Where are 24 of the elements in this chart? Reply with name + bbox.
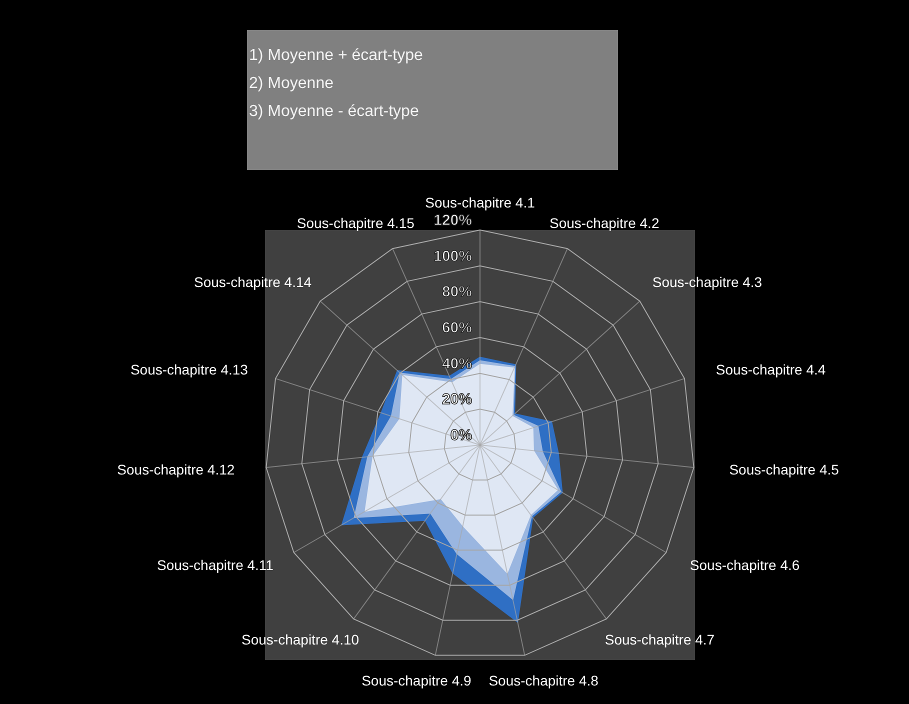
spoke-label: Sous-chapitre 4.14 bbox=[194, 274, 312, 290]
spoke-label: Sous-chapitre 4.10 bbox=[242, 632, 360, 648]
y-tick-label: 100% bbox=[434, 248, 472, 265]
y-tick-label: 80% bbox=[442, 284, 472, 301]
spoke-label: Sous-chapitre 4.6 bbox=[690, 556, 800, 573]
y-tick-label: 60% bbox=[442, 320, 472, 336]
spoke-label: Sous-chapitre 4.1 bbox=[425, 194, 536, 210]
text: 2) Moyenne bbox=[249, 75, 334, 92]
spoke-label: Sous-chapitre 4.5 bbox=[729, 461, 840, 478]
spoke-label: Sous-chapitre 4.15 bbox=[296, 215, 415, 232]
spoke-label: Sous-chapitre 4.8 bbox=[488, 672, 599, 688]
spoke-label: Sous-chapitre 4.2 bbox=[549, 215, 660, 232]
text: 1) Moyenne + écart-type bbox=[249, 47, 423, 64]
spoke-label: Sous-chapitre 4.12 bbox=[117, 461, 235, 478]
text: 3) Moyenne - écart-type bbox=[249, 103, 419, 120]
spoke-label: Sous-chapitre 4.3 bbox=[652, 274, 762, 290]
spoke-label: Sous-chapitre 4.11 bbox=[156, 556, 274, 573]
spoke-label: Sous-chapitre 4.4 bbox=[716, 361, 826, 378]
spoke-label: Sous-chapitre 4.9 bbox=[362, 672, 472, 688]
y-tick-label: 20% bbox=[442, 391, 472, 408]
y-tick-label: 120% bbox=[434, 212, 472, 229]
spoke-label: Sous-chapitre 4.7 bbox=[604, 632, 715, 648]
spoke-label: Sous-chapitre 4.13 bbox=[130, 361, 248, 378]
y-tick-label: 0% bbox=[450, 427, 472, 444]
